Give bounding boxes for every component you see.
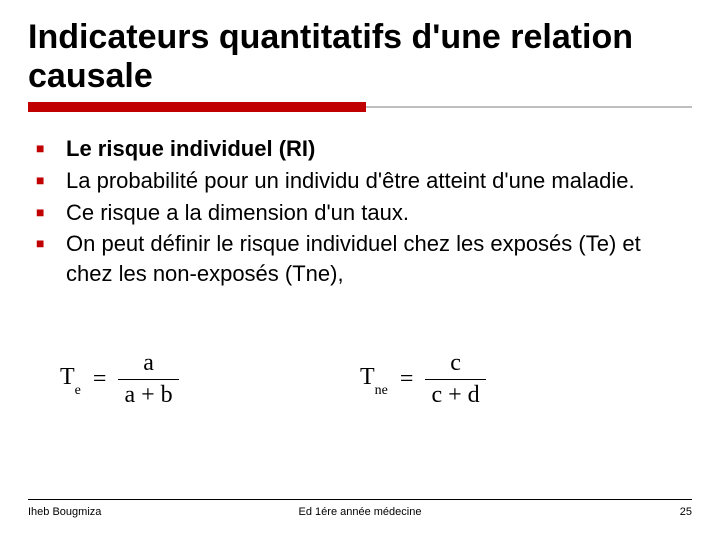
formula-lhs-main: T [60, 364, 75, 390]
formula-lhs: Te [60, 364, 81, 395]
formula-fraction: a a + b [118, 350, 178, 409]
footer-course: Ed 1ére année médecine [0, 506, 720, 518]
equals-sign: = [400, 366, 414, 393]
formula-den: a + b [118, 379, 178, 409]
formula-num: c [425, 350, 485, 379]
formula-lhs-main: T [360, 364, 375, 390]
formula-lhs-sub: ne [375, 383, 388, 398]
title-rule [28, 102, 692, 112]
slide: Indicateurs quantitatifs d'une relation … [0, 0, 720, 540]
footer-row: Iheb Bougmiza Ed 1ére année médecine 25 [28, 506, 692, 518]
slide-footer: Iheb Bougmiza Ed 1ére année médecine 25 [0, 499, 720, 518]
bullet-text: Le risque individuel (RI) [66, 136, 315, 161]
formula-te: Te = a a + b [60, 350, 179, 409]
bullet-text: La probabilité pour un individu d'être a… [66, 168, 635, 193]
bullet-text: Ce risque a la dimension d'un taux. [66, 200, 409, 225]
formula-lhs-sub: e [75, 383, 81, 398]
formula-num: a [118, 350, 178, 379]
bullet-list: Le risque individuel (RI) La probabilité… [36, 134, 692, 288]
formula-region: Te = a a + b Tne = c c + d [60, 350, 660, 430]
title-rule-red [28, 102, 366, 112]
bullet-item: La probabilité pour un individu d'être a… [36, 166, 692, 196]
footer-page-number: 25 [680, 506, 692, 518]
bullet-text: On peut définir le risque individuel che… [66, 231, 641, 286]
equals-sign: = [93, 366, 107, 393]
formula-fraction: c c + d [425, 350, 485, 409]
bullet-item: On peut définir le risque individuel che… [36, 229, 692, 288]
bullet-item: Ce risque a la dimension d'un taux. [36, 198, 692, 228]
slide-title: Indicateurs quantitatifs d'une relation … [28, 18, 692, 96]
footer-author: Iheb Bougmiza [28, 506, 101, 518]
formula-tne: Tne = c c + d [360, 350, 486, 409]
formula-lhs: Tne [360, 364, 388, 395]
bullet-item: Le risque individuel (RI) [36, 134, 692, 164]
footer-rule [28, 499, 692, 500]
formula-den: c + d [425, 379, 485, 409]
